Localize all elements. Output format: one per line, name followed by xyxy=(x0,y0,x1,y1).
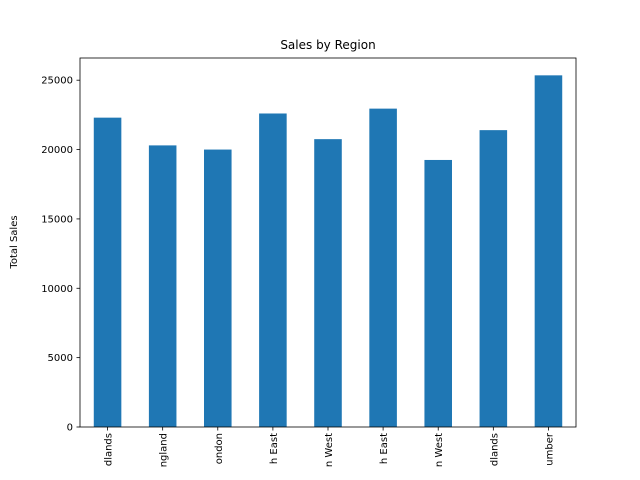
bar xyxy=(534,75,563,427)
bar xyxy=(259,113,287,428)
bar xyxy=(479,130,508,427)
x-tick-label: n West xyxy=(434,433,445,467)
x-tick-label: dlands xyxy=(104,433,115,466)
chart-title: Sales by Region xyxy=(280,38,375,52)
bar xyxy=(314,139,342,427)
y-tick-label: 5000 xyxy=(48,353,73,364)
y-tick-label: 10000 xyxy=(41,284,73,295)
y-tick-label: 20000 xyxy=(41,145,73,156)
x-tick-label: ondon xyxy=(214,433,225,464)
x-tick-label: h East xyxy=(379,433,390,464)
y-tick-label: 25000 xyxy=(41,76,73,87)
y-tick-label: 0 xyxy=(67,423,73,434)
bar xyxy=(369,108,397,427)
y-tick-label: 15000 xyxy=(41,214,73,225)
x-tick-label: h East xyxy=(269,433,280,464)
bar xyxy=(148,145,177,427)
bar xyxy=(93,117,122,428)
plot-area: 0 5000 10000 15000 20000 25000 dlands ngland ond… xyxy=(41,57,577,467)
x-tick-label: n West xyxy=(324,433,335,467)
x-tick-label: ngland xyxy=(159,433,170,467)
bar xyxy=(204,149,232,427)
x-tick-label: umber xyxy=(544,432,555,466)
x-tick-label: dlands xyxy=(489,433,500,466)
y-axis-label: Total Sales xyxy=(9,215,20,269)
bar xyxy=(424,159,452,427)
